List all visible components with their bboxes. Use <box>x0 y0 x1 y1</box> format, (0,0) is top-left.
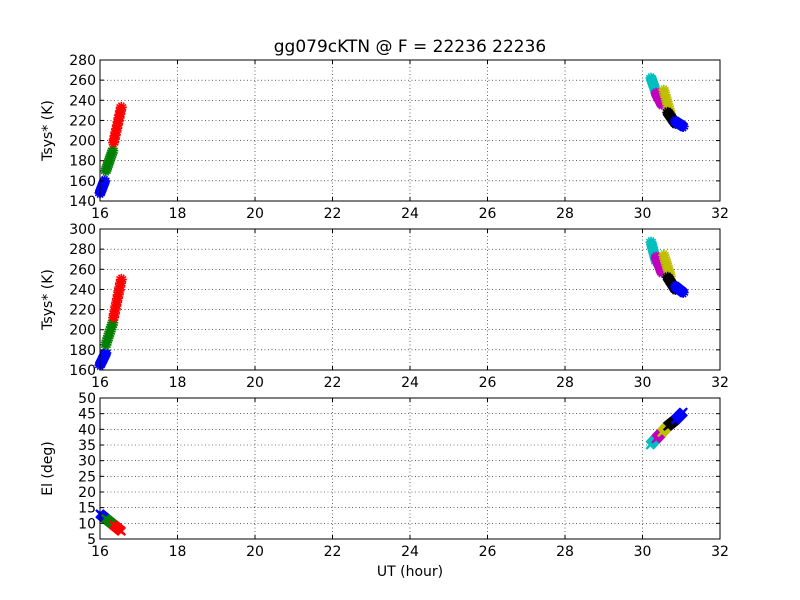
data-series <box>95 407 688 536</box>
series-magenta <box>650 251 668 278</box>
series-green <box>100 317 119 351</box>
x-tick-label: 32 <box>711 375 729 391</box>
x-tick-label: 16 <box>91 206 109 222</box>
x-tick-label: 18 <box>169 544 187 560</box>
data-point <box>100 347 112 359</box>
y-tick-label: 5 <box>87 532 96 548</box>
y-axis-label: El (deg) <box>40 441 56 496</box>
x-tick-label: 30 <box>634 375 652 391</box>
data-point <box>107 145 119 157</box>
x-tick-label: 20 <box>246 206 264 222</box>
y-tick-label: 160 <box>69 174 96 190</box>
y-tick-label: 40 <box>78 422 96 438</box>
y-tick-label: 140 <box>69 194 96 210</box>
y-tick-label: 200 <box>69 323 96 339</box>
x-tick-label: 32 <box>711 544 729 560</box>
y-tick-label: 300 <box>69 222 96 238</box>
y-axis-label: Tsys* (K) <box>40 100 56 162</box>
x-tick-label: 26 <box>479 544 497 560</box>
y-tick-label: 260 <box>69 73 96 89</box>
y-tick-label: 280 <box>69 242 96 258</box>
y-tick-label: 45 <box>78 407 96 423</box>
y-tick-label: 50 <box>78 391 96 407</box>
data-point <box>115 273 127 285</box>
y-tick-label: 25 <box>78 469 96 485</box>
x-tick-label: 24 <box>401 544 419 560</box>
panel-tsys-bottom: 16 18 20 22 24 26 28 30 32 160 180 200 220 240 260 280 3… <box>40 222 729 391</box>
x-tick-label: 28 <box>556 544 574 560</box>
panel-tsys-top: 16 18 20 22 24 26 28 30 32 140 160 180 200 220 240 260 2… <box>40 53 729 222</box>
grid <box>100 398 720 539</box>
y-axis-label: Tsys* (K) <box>40 269 56 331</box>
y-tick-label: 280 <box>69 53 96 69</box>
data-point <box>677 286 689 298</box>
x-tick-label: 26 <box>479 375 497 391</box>
x-tick-label: 18 <box>169 375 187 391</box>
x-tick-label: 28 <box>556 206 574 222</box>
data-point <box>656 98 668 110</box>
series-green <box>100 145 119 177</box>
x-tick-label: 22 <box>324 544 342 560</box>
panel-elevation: 16 18 20 22 24 26 28 30 325101520253035404550El … <box>40 391 729 560</box>
data-point <box>116 526 127 536</box>
x-tick-label: 22 <box>324 206 342 222</box>
series-red <box>108 273 127 324</box>
y-tick-label: 15 <box>78 501 96 517</box>
y-tick-label: 20 <box>78 485 96 501</box>
series-red <box>108 520 127 536</box>
data-point <box>677 121 689 132</box>
x-tick-label: 30 <box>634 544 652 560</box>
data-series <box>94 236 689 371</box>
data-point <box>656 266 668 278</box>
y-tick-label: 240 <box>69 282 96 298</box>
x-tick-label: 24 <box>401 375 419 391</box>
panels: 16 18 20 22 24 26 28 30 32 140 160 180 200 220 240 260 2… <box>40 53 729 560</box>
series-blue <box>94 175 111 199</box>
y-tick-label: 220 <box>69 113 96 129</box>
y-tick-label: 160 <box>69 363 96 379</box>
data-point <box>99 175 111 187</box>
x-tick-label: 16 <box>91 544 109 560</box>
data-point <box>115 101 127 113</box>
ticks: 16 18 20 22 24 26 28 30 32 140 160 180 200 220 240 260 2… <box>69 53 729 222</box>
y-tick-label: 200 <box>69 134 96 150</box>
x-tick-label: 30 <box>634 206 652 222</box>
y-tick-label: 220 <box>69 303 96 319</box>
x-tick-label: 20 <box>246 544 264 560</box>
y-tick-label: 180 <box>69 154 96 170</box>
series-magenta <box>650 87 668 110</box>
x-tick-label: 22 <box>324 375 342 391</box>
series-red <box>108 101 127 149</box>
grid <box>100 60 720 201</box>
x-tick-label: 16 <box>91 375 109 391</box>
x-tick-label: 20 <box>246 375 264 391</box>
grid <box>100 229 720 370</box>
chart-title: gg079cKTN @ F = 22236 22236 <box>274 37 547 57</box>
x-tick-label: 28 <box>556 375 574 391</box>
x-tick-label: 26 <box>479 206 497 222</box>
y-tick-label: 260 <box>69 262 96 278</box>
series-blue <box>669 115 689 132</box>
x-axis-label: UT (hour) <box>377 564 443 580</box>
y-tick-label: 35 <box>78 438 96 454</box>
y-tick-label: 180 <box>69 343 96 359</box>
series-blue <box>670 407 688 425</box>
y-tick-label: 240 <box>69 93 96 109</box>
x-tick-label: 18 <box>169 206 187 222</box>
series-blue <box>669 280 689 298</box>
data-series <box>94 72 689 199</box>
data-point <box>678 407 688 417</box>
y-tick-label: 30 <box>78 454 96 470</box>
ticks: 16 18 20 22 24 26 28 30 32 160 180 200 220 240 260 280 3… <box>69 222 729 391</box>
y-tick-label: 10 <box>78 516 96 532</box>
x-tick-label: 24 <box>401 206 419 222</box>
x-tick-label: 32 <box>711 206 729 222</box>
